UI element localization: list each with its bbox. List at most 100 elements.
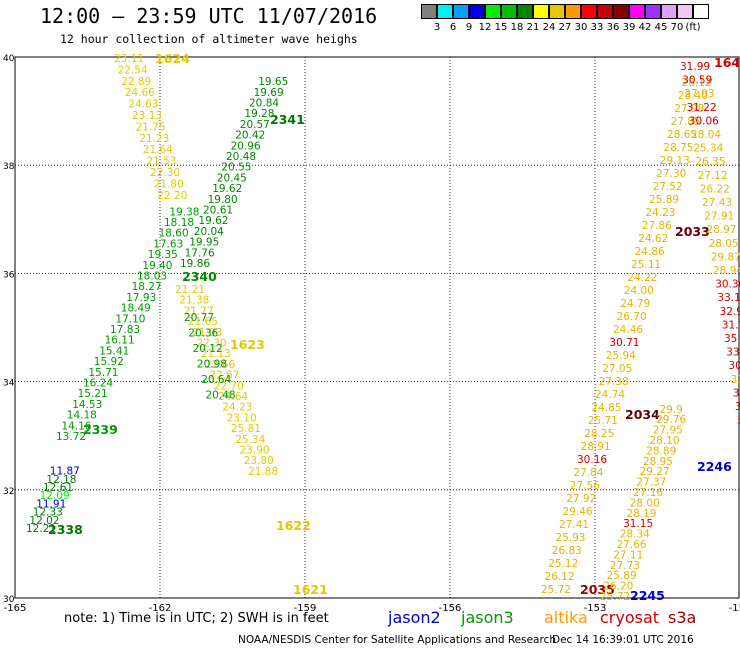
swh-value: 27.85 — [671, 116, 701, 128]
swh-value: 26.12 — [545, 571, 575, 583]
swh-value: 27.98 — [674, 103, 704, 115]
legend-jason2: jason2 — [388, 608, 441, 627]
swh-value: 20.42 — [235, 130, 265, 142]
scale-swatch — [629, 4, 645, 19]
scale-label: 6 — [449, 22, 457, 33]
swh-value: 25.81 — [231, 423, 261, 435]
swh-value: 19.62 — [212, 183, 242, 195]
swh-value: 19.69 — [254, 87, 284, 99]
scale-swatch — [485, 4, 501, 19]
page-title: 12:00 – 23:59 UTC 11/07/2016 — [40, 4, 378, 28]
swh-value: 27.66 — [617, 539, 647, 551]
scale-label: (ft) — [685, 22, 701, 33]
swh-value: 15.21 — [78, 388, 108, 400]
swh-value: 14.53 — [72, 399, 102, 411]
pass-time-label: 2339 — [83, 422, 118, 437]
swh-value: 32.86 — [733, 387, 740, 399]
swh-value: 27.41 — [559, 519, 589, 531]
swh-value: 15.71 — [88, 367, 118, 379]
swh-value: 21.88 — [248, 466, 278, 478]
scale-label: 33 — [590, 22, 604, 33]
swh-value: 29.13 — [660, 155, 690, 167]
swh-value: 21.93 — [192, 327, 222, 339]
swh-value: 20.12 — [193, 343, 223, 355]
swh-value: 30.06 — [689, 115, 719, 127]
lon-tick-label: -162 — [149, 603, 172, 614]
swh-value: 28.00 — [630, 497, 660, 509]
pass-time-label: 2246 — [697, 459, 732, 474]
swh-value: 28.65 — [667, 129, 697, 141]
swh-value: 31.15 — [623, 518, 653, 530]
legend-jason3: jason3 — [461, 608, 514, 627]
lat-tick-label: 36 — [3, 270, 15, 280]
swh-value: 20.98 — [197, 359, 227, 371]
scale-swatch — [437, 4, 453, 19]
swh-value: 28.34 — [620, 529, 650, 541]
swh-value: 22.89 — [121, 76, 151, 88]
swh-value: 12.33 — [33, 507, 63, 519]
swh-value: 22.30 — [150, 167, 180, 179]
swh-value: 12.18 — [46, 474, 76, 486]
swh-value: 14.18 — [67, 410, 97, 422]
swh-value: 33.06 — [726, 347, 740, 359]
swh-value: 17.76 — [185, 247, 215, 259]
swh-value: 23.80 — [244, 455, 274, 467]
swh-value: 16.24 — [83, 378, 113, 390]
swh-value: 21.77 — [184, 305, 214, 317]
swh-value: 19.65 — [258, 76, 288, 88]
swh-value: 25.89 — [607, 570, 637, 582]
swh-value: 28.97 — [706, 224, 736, 236]
swh-value: 24.62 — [638, 233, 668, 245]
scale-label: 42 — [638, 22, 652, 33]
swh-value: 20.96 — [231, 140, 261, 152]
swh-value: 24.22 — [627, 272, 657, 284]
swh-value: 31.99 — [680, 61, 710, 73]
lon-tick-label: -150 — [729, 603, 740, 614]
swh-value: 28.04 — [691, 129, 721, 141]
scale-label: 21 — [526, 22, 540, 33]
scale-swatch — [501, 4, 517, 19]
swh-value: 24.66 — [125, 87, 155, 99]
swh-value: 20.04 — [194, 226, 224, 238]
swh-value: 28.89 — [646, 445, 676, 457]
swh-value: 18.03 — [137, 271, 167, 283]
swh-value: 24.79 — [620, 298, 650, 310]
swh-value: 28.40 — [678, 90, 708, 102]
pass-time-label: 164 — [714, 55, 740, 70]
scale-label: 39 — [622, 22, 636, 33]
legend-s3a: s3a — [668, 608, 697, 627]
swh-value: 19.28 — [244, 108, 274, 120]
swh-value: 28.19 — [626, 508, 656, 520]
swh-value: 31.19 — [722, 319, 740, 331]
swh-value: 12.02 — [29, 515, 59, 527]
swh-value: 24.74 — [595, 389, 625, 401]
swh-value: 28.10 — [650, 435, 680, 447]
pass-time-label: 2340 — [182, 269, 217, 284]
swh-value: 21.53 — [146, 156, 176, 168]
scale-swatch — [533, 4, 549, 19]
swh-value: 31.00 — [735, 401, 740, 413]
scale-label: 45 — [654, 22, 668, 33]
note-text: note: 1) Time is in UTC; 2) SWH is in fe… — [64, 611, 329, 626]
scale-swatch — [613, 4, 629, 19]
swh-value: 27.43 — [702, 197, 732, 209]
swh-value: 30.59 — [682, 75, 712, 87]
swh-value: 13.72 — [56, 431, 86, 443]
swh-value: 25.12 — [548, 558, 578, 570]
lat-tick-label: 32 — [3, 487, 14, 497]
swh-value: 25.89 — [649, 194, 679, 206]
swh-value: 33.10 — [717, 292, 740, 304]
swh-value: 19.38 — [169, 206, 199, 218]
swh-value: 21.23 — [139, 133, 169, 145]
scale-swatch — [565, 4, 581, 19]
lon-tick-label: -153 — [584, 603, 607, 614]
swh-value: 20.48 — [206, 390, 236, 402]
swh-value: 27.11 — [613, 549, 643, 561]
lat-tick-label: 30 — [3, 595, 15, 605]
swh-value: 17.63 — [153, 238, 183, 250]
swh-value: 24.64 — [218, 391, 248, 403]
swh-value: 20.84 — [249, 98, 279, 110]
page-subtitle: 12 hour collection of altimeter wave hei… — [60, 32, 358, 46]
swh-value: 35.01 — [724, 333, 740, 345]
scale-swatch — [549, 4, 565, 19]
